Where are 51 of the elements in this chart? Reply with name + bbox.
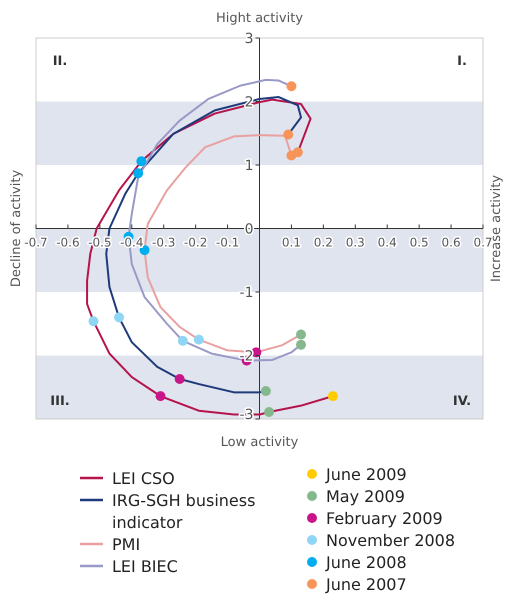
legend-label: February 2009 xyxy=(326,509,443,528)
y-tick-label: -1 xyxy=(240,285,254,301)
y-tick-label: 2 xyxy=(244,94,254,110)
x-tick-label: 0.1 xyxy=(282,236,301,250)
point xyxy=(283,130,294,140)
point xyxy=(133,168,144,178)
x-tick-label: -0.4 xyxy=(120,236,144,250)
legend-label: June 2008 xyxy=(325,553,407,572)
legend-label: June 2007 xyxy=(325,575,407,594)
y-tick-label: -2 xyxy=(240,348,254,364)
legend-label: PMI xyxy=(112,535,140,554)
point xyxy=(136,156,146,166)
point xyxy=(296,340,306,350)
text: Low activity xyxy=(220,435,299,450)
text: Hight activity xyxy=(216,11,304,26)
legend-label: LEI BIEC xyxy=(112,557,178,576)
point xyxy=(114,312,124,322)
x-tick-label: 0.6 xyxy=(442,236,461,250)
y-tick-label: 3 xyxy=(244,31,254,47)
point xyxy=(264,407,274,418)
point xyxy=(156,391,166,402)
point xyxy=(178,336,188,346)
point xyxy=(260,386,271,396)
point xyxy=(174,374,185,384)
point xyxy=(194,334,204,345)
annotation: IV. xyxy=(452,394,472,409)
point xyxy=(88,316,98,326)
point xyxy=(286,81,296,92)
x-tick-label: -0.2 xyxy=(184,236,208,250)
x-tick-label: -0.7 xyxy=(24,236,48,250)
legend-label: May 2009 xyxy=(326,487,405,506)
x-tick-label: 0.2 xyxy=(314,236,333,250)
x-tick-label: 0.3 xyxy=(346,236,365,250)
point xyxy=(328,391,338,402)
point xyxy=(286,150,296,160)
legend-label: IRG-SGH business indicator xyxy=(112,491,256,532)
legend-label: November 2008 xyxy=(326,531,456,550)
x-tick-label: 0.5 xyxy=(410,236,429,250)
annotation: II. xyxy=(52,54,68,69)
x-tick-label: 0.4 xyxy=(378,236,397,250)
point xyxy=(296,330,306,340)
x-tick-label: -0.3 xyxy=(152,236,176,250)
point xyxy=(140,245,150,256)
legend-label: June 2009 xyxy=(325,465,407,484)
x-tick-label: -0.6 xyxy=(56,236,80,250)
y-tick-label: 1 xyxy=(244,158,254,174)
legend-label: LEI CSO xyxy=(112,469,175,488)
annotation: III. xyxy=(50,394,70,409)
text: Decline of activity xyxy=(9,170,24,288)
annotation: I. xyxy=(457,54,467,69)
x-tick-label: -0.1 xyxy=(216,236,240,250)
